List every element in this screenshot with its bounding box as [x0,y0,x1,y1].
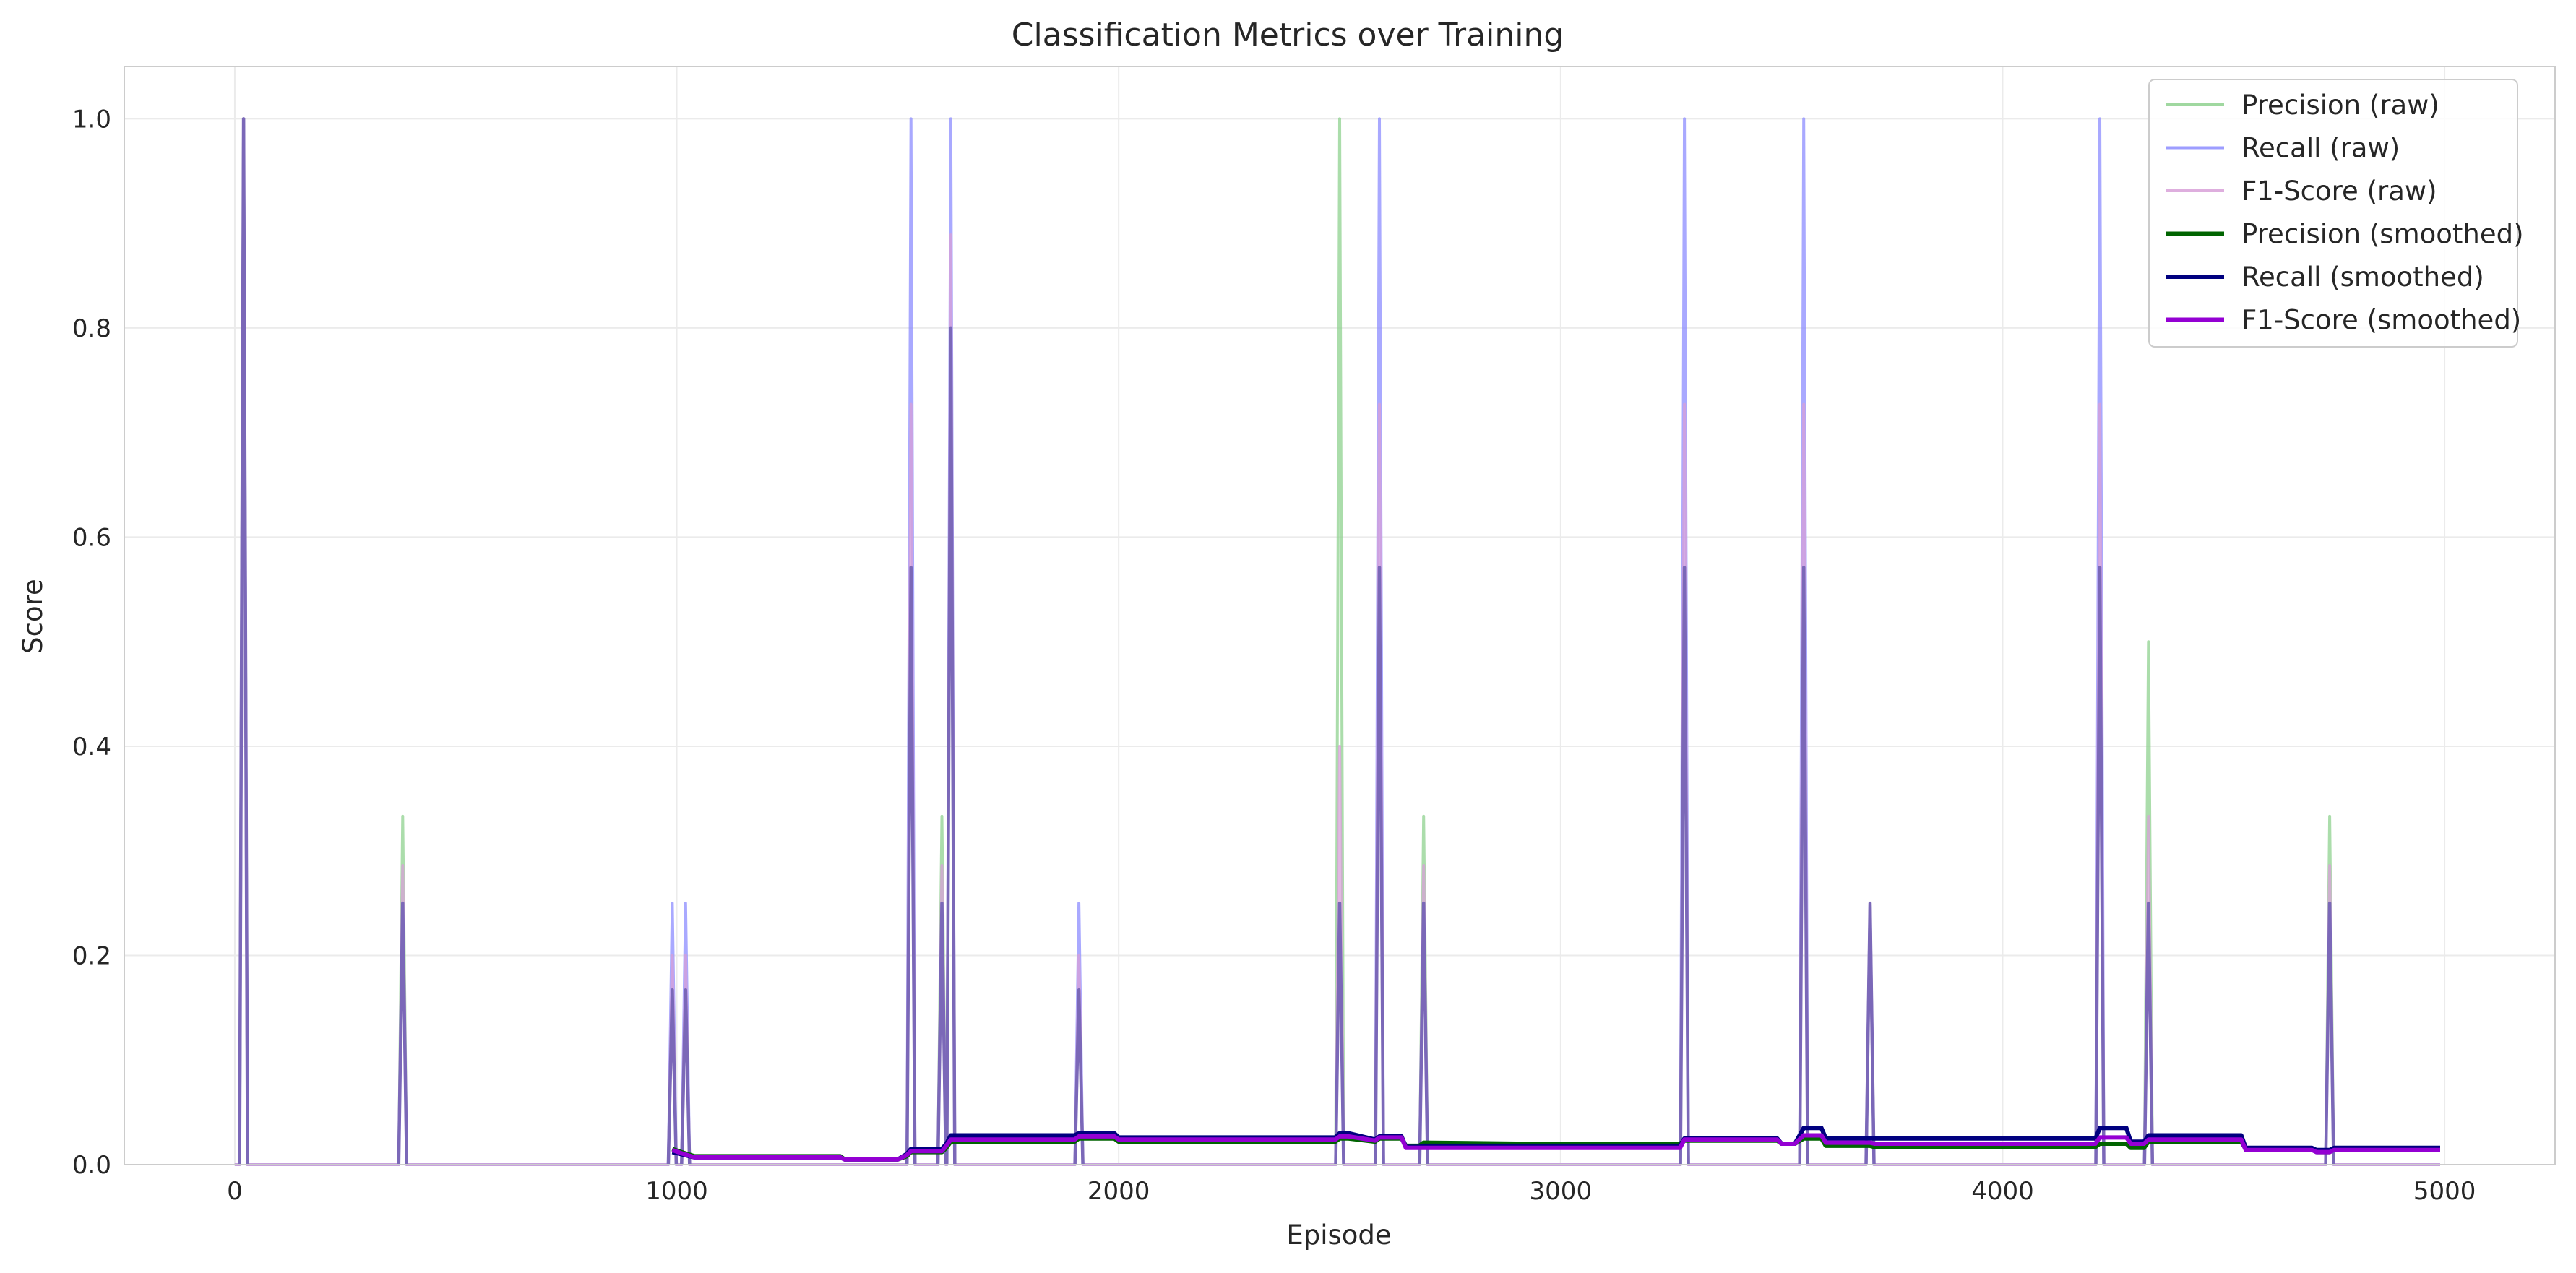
plot-frame [124,66,2556,1165]
legend-label: Precision (smoothed) [2241,219,2524,250]
legend-label: F1-Score (raw) [2241,176,2437,207]
x-axis-label: Episode [1286,1220,1391,1251]
raw-overlap-spike [2094,566,2106,1165]
x-tick-label: 3000 [1530,1177,1593,1206]
x-tick-label: 2000 [1087,1177,1150,1206]
legend-label: Recall (raw) [2241,133,2400,164]
x-tick-label: 4000 [1971,1177,2034,1206]
raw-overlap-spike [1679,566,1690,1165]
raw-overlap-spike [680,988,692,1165]
x-tick-label: 0 [227,1177,243,1206]
y-tick-label: 0.8 [72,314,111,343]
y-tick-label: 0.2 [72,941,111,970]
y-axis: 0.0 0.2 0.4 0.6 0.8 1.0 [72,105,111,1180]
raw-overlap-spike [1798,566,1809,1165]
raw-overlap-spike [1864,901,1876,1165]
raw-overlap-spike [2142,901,2155,1165]
y-tick-label: 0.0 [72,1151,111,1180]
raw-overlap-spike [1418,901,1429,1165]
legend-label: F1-Score (smoothed) [2241,305,2521,336]
raw-overlap-spike [397,901,409,1165]
raw-overlap-spike [2324,901,2335,1165]
legend: Precision (raw) Recall (raw) F1-Score (raw… [2148,79,2524,348]
x-tick-label: 5000 [2413,1177,2476,1206]
raw-overlap-spike [905,566,917,1165]
raw-overlap-spike [945,326,957,1165]
legend-label: Precision (raw) [2241,90,2439,121]
legend-label: Recall (smoothed) [2241,262,2484,293]
raw-overlap-spike [666,988,679,1165]
y-axis-label: Score [17,579,48,654]
smoothed-series-layer [671,1126,2440,1162]
y-tick-label: 1.0 [72,105,111,134]
raw-overlap-spike [238,117,249,1165]
x-tick-label: 1000 [645,1177,708,1206]
y-tick-label: 0.4 [72,733,111,761]
legend-box [2148,79,2518,348]
x-axis: 0 1000 2000 3000 4000 5000 [227,1177,2476,1206]
chart-title: Classification Metrics over Training [1012,17,1564,53]
raw-overlap-spike [936,901,948,1165]
raw-overlap-spike [1334,901,1345,1165]
y-tick-label: 0.6 [72,523,111,552]
f1-smoothed-line [671,1133,2440,1162]
raw-overlap-spike [1374,566,1385,1165]
raw-series-layer [234,117,2440,1166]
raw-overlap-spike [1073,988,1085,1165]
